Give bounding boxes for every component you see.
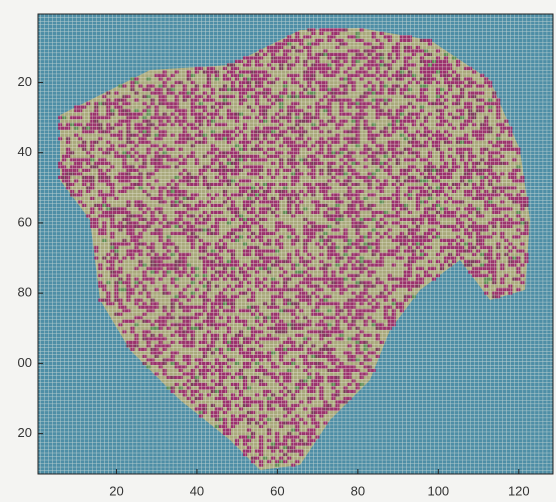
x-tick-label: 20 <box>109 483 123 498</box>
plot-frame <box>37 13 554 475</box>
y-tick-label: 20 <box>18 74 32 89</box>
y-tick-label: 00 <box>18 355 32 370</box>
x-tick-label: 100 <box>427 483 449 498</box>
x-tick-label: 40 <box>190 483 204 498</box>
image <box>38 14 553 474</box>
x-tick-label: 120 <box>508 483 530 498</box>
y-tick-label: 80 <box>18 285 32 300</box>
pixel-grid <box>38 14 553 474</box>
x-tick-label: 60 <box>270 483 284 498</box>
y-tick-label: 60 <box>18 214 32 229</box>
axes: 20 40 60 80 100 120 20 40 60 80 00 20 <box>18 74 530 499</box>
x-tick-label: 80 <box>351 483 365 498</box>
y-tick-label: 20 <box>18 425 32 440</box>
y-tick-label: 40 <box>18 144 32 159</box>
